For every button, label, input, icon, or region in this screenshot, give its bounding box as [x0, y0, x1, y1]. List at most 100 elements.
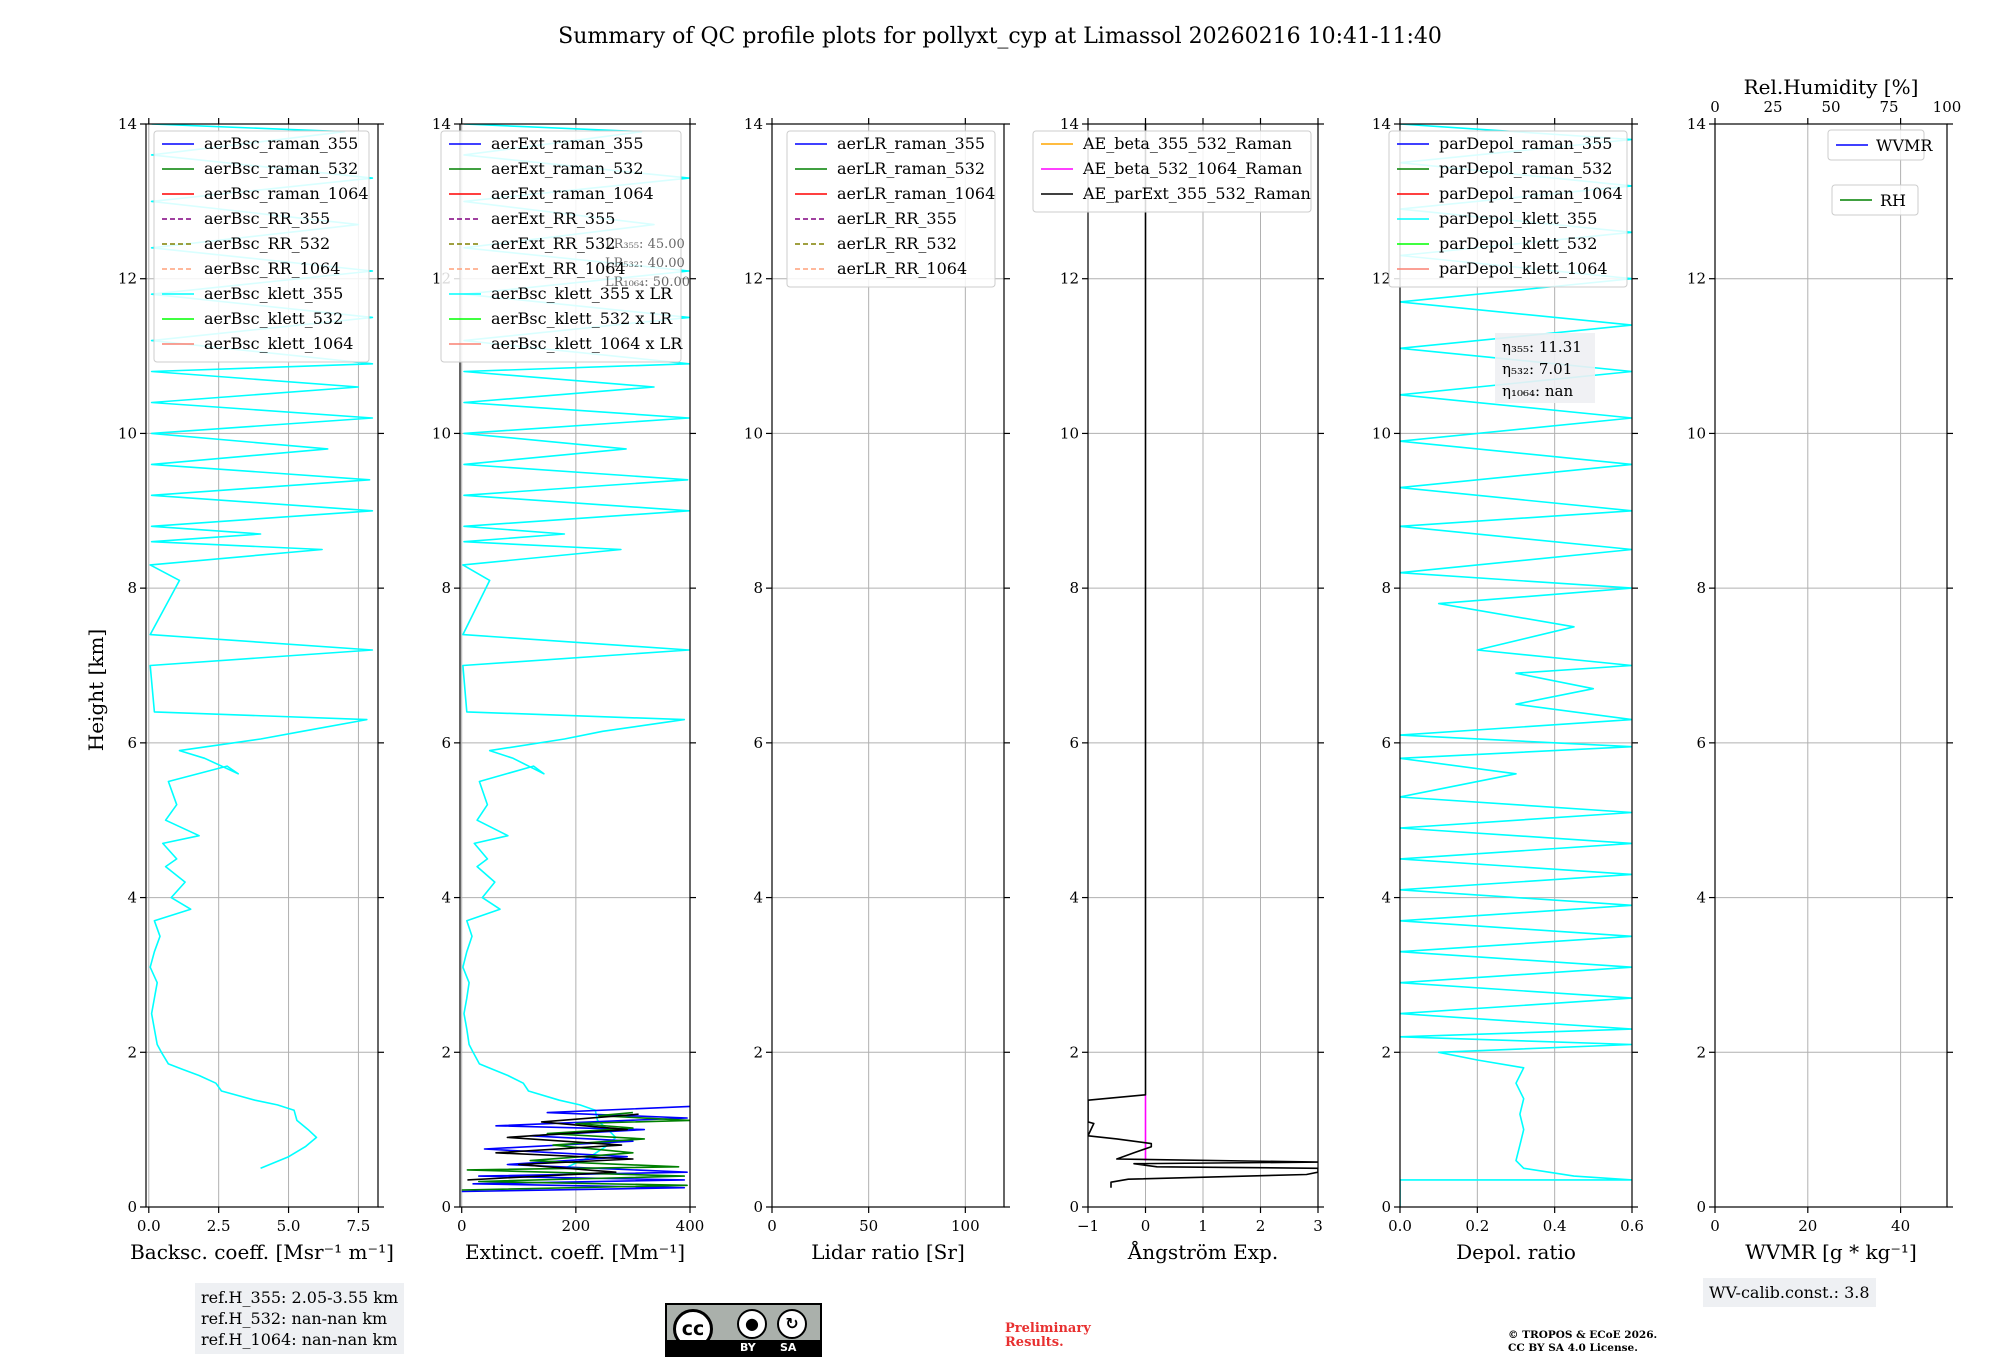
preliminary-line-2: Results.: [1005, 1335, 1064, 1350]
y-tick-label: 12: [118, 270, 137, 288]
legend-label: AE_beta_532_1064_Raman: [1082, 159, 1302, 178]
y-tick-label: 0: [1696, 1198, 1706, 1216]
y-tick-label: 2: [1069, 1043, 1079, 1061]
legend-label: aerExt_raman_532: [491, 159, 644, 178]
legend-label: aerBsc_klett_532 x LR: [491, 309, 673, 328]
y-tick-label: 6: [1069, 734, 1079, 752]
series-group: [461, 124, 690, 1193]
y-tick-label: 10: [1687, 424, 1706, 442]
y-tick-label: 12: [744, 270, 763, 288]
y-tick-label: 8: [441, 579, 451, 597]
legend-label: parDepol_klett_1064: [1439, 259, 1608, 278]
legend-box: [153, 130, 370, 363]
legend-label: WVMR: [1876, 136, 1933, 155]
x-axis-label: Depol. ratio: [1456, 1240, 1576, 1264]
legend-label: aerBsc_klett_355 x LR: [491, 284, 673, 303]
x-axis-label: WVMR [g * kg⁻¹]: [1745, 1240, 1917, 1264]
legend-label: aerBsc_klett_532: [204, 309, 343, 328]
legend-label: aerExt_RR_355: [491, 209, 615, 228]
y-tick-label: 14: [1372, 115, 1391, 133]
panel-2: 024681012140200400Extinct. coeff. [Mm⁻¹]…: [432, 115, 704, 1264]
x2-tick-label: 50: [1821, 98, 1840, 116]
series-line-aerBsc_klett_355 x LR: [462, 124, 690, 1170]
x-tick-label: 5.0: [277, 1217, 301, 1235]
series-line-aerExt_raman_532: [461, 1111, 690, 1191]
legend-label: aerLR_RR_532: [837, 234, 957, 253]
series-line-aerExt_raman_355_black: [467, 1113, 639, 1181]
x-tick-label: 40: [1891, 1217, 1910, 1235]
x-tick-label: 50: [859, 1217, 878, 1235]
legend-box: [440, 130, 682, 363]
x-tick-label: 3: [1313, 1217, 1323, 1235]
y-tick-label: 0: [127, 1198, 137, 1216]
ref-height-355: ref.H_355: 2.05-3.55 km: [201, 1288, 399, 1307]
y-tick-label: 10: [118, 424, 137, 442]
copyright-line-1: © TROPOS & ECoE 2026.: [1508, 1329, 1658, 1341]
legend-label: aerLR_raman_532: [837, 159, 985, 178]
eta-label: η₁₀₆₄: nan: [1502, 382, 1573, 400]
by-label: BY: [740, 1341, 756, 1354]
legend-label: parDepol_klett_355: [1439, 209, 1597, 228]
x2-tick-label: 25: [1763, 98, 1782, 116]
axes-frame: [459, 123, 691, 1208]
y-tick-label: 10: [432, 424, 451, 442]
y-tick-label: 10: [1060, 424, 1079, 442]
legend-label: aerLR_raman_1064: [837, 184, 995, 203]
legend-box: [1831, 184, 1919, 216]
x-tick-label: 2.5: [207, 1217, 231, 1235]
legend-label: aerExt_RR_1064: [491, 259, 626, 278]
legend-label: aerBsc_RR_532: [204, 234, 330, 253]
y-tick-label: 2: [127, 1043, 137, 1061]
x-tick-label: 0.2: [1465, 1217, 1489, 1235]
y-tick-label: 14: [432, 115, 451, 133]
y-tick-label: 4: [1069, 889, 1079, 907]
y-tick-label: 6: [1381, 734, 1391, 752]
y-tick-label: 8: [1696, 579, 1706, 597]
ref-height-532: ref.H_532: nan-nan km: [201, 1309, 388, 1328]
lidar-ratio-label: LR₃₅₅: 45.00: [605, 237, 685, 252]
x-tick-label: 0.0: [137, 1217, 161, 1235]
y-tick-label: 10: [1372, 424, 1391, 442]
wv-calib-box: WV-calib.const.: 3.8: [1703, 1278, 1876, 1307]
y-axis-label: Height [km]: [84, 629, 108, 751]
legend-label: aerExt_raman_1064: [491, 184, 654, 203]
y-tick-label: 6: [441, 734, 451, 752]
legend-label: parDepol_raman_355: [1439, 134, 1612, 153]
legend-label: aerExt_RR_532: [491, 234, 615, 253]
legend-label: aerLR_raman_355: [837, 134, 985, 153]
panel-3: 0 2 4 6 8 10 12 14 0 50 100 Lidar ratio [Sr] aerLR_r…: [744, 115, 1010, 1264]
series-line-AE_parExt_355_532_Raman: [1088, 124, 1318, 1188]
legend-box: [1827, 129, 1925, 161]
axes-frame: [1399, 123, 1633, 1208]
series-line-aerBsc_klett_355: [149, 124, 374, 1170]
y-tick-label: 0: [1069, 1198, 1079, 1216]
y-tick-label: 12: [1687, 270, 1706, 288]
preliminary-line-1: Preliminary: [1005, 1321, 1091, 1336]
lidar-ratio-label: LR₁₀₆₄: 50.00: [605, 275, 690, 290]
y-tick-label: 8: [753, 579, 763, 597]
x2-tick-label: 100: [1933, 98, 1962, 116]
y-tick-label: 6: [127, 734, 137, 752]
y-tick-label: 0: [441, 1198, 451, 1216]
x-tick-label: 100: [951, 1217, 980, 1235]
panel-1: 0 2 4 6 8 10 12 14 0.0 2.5 5.0 7.5 Backsc. coeff. [M…: [118, 115, 394, 1264]
series-line-aerExt_raman_355: [461, 1105, 690, 1193]
legend-box: [1032, 130, 1312, 213]
x-tick-label: 0: [767, 1217, 777, 1235]
legend-label: parDepol_raman_1064: [1439, 184, 1623, 203]
ref-height-1064: ref.H_1064: nan-nan km: [201, 1330, 398, 1349]
legend-label: aerBsc_klett_355: [204, 284, 343, 303]
x-tick-label: 400: [676, 1217, 705, 1235]
x-tick-label: 7.5: [347, 1217, 371, 1235]
y-tick-label: 8: [127, 579, 137, 597]
y-tick-label: 2: [1696, 1043, 1706, 1061]
x-tick-label: 1: [1198, 1217, 1208, 1235]
y-tick-label: 0: [1381, 1198, 1391, 1216]
legend-label: aerBsc_RR_1064: [204, 259, 340, 278]
panel-5: 0 2 4 6 8 10 12 14 0.0 0.2 0.4 0.6 Depol. ratio parDe…: [1372, 115, 1644, 1264]
legend-label: AE_parExt_355_532_Raman: [1082, 184, 1311, 203]
person-icon: ●: [737, 1309, 767, 1339]
legend-box: [1388, 130, 1628, 288]
y-tick-label: 4: [127, 889, 137, 907]
x2-tick-label: 0: [1710, 98, 1720, 116]
